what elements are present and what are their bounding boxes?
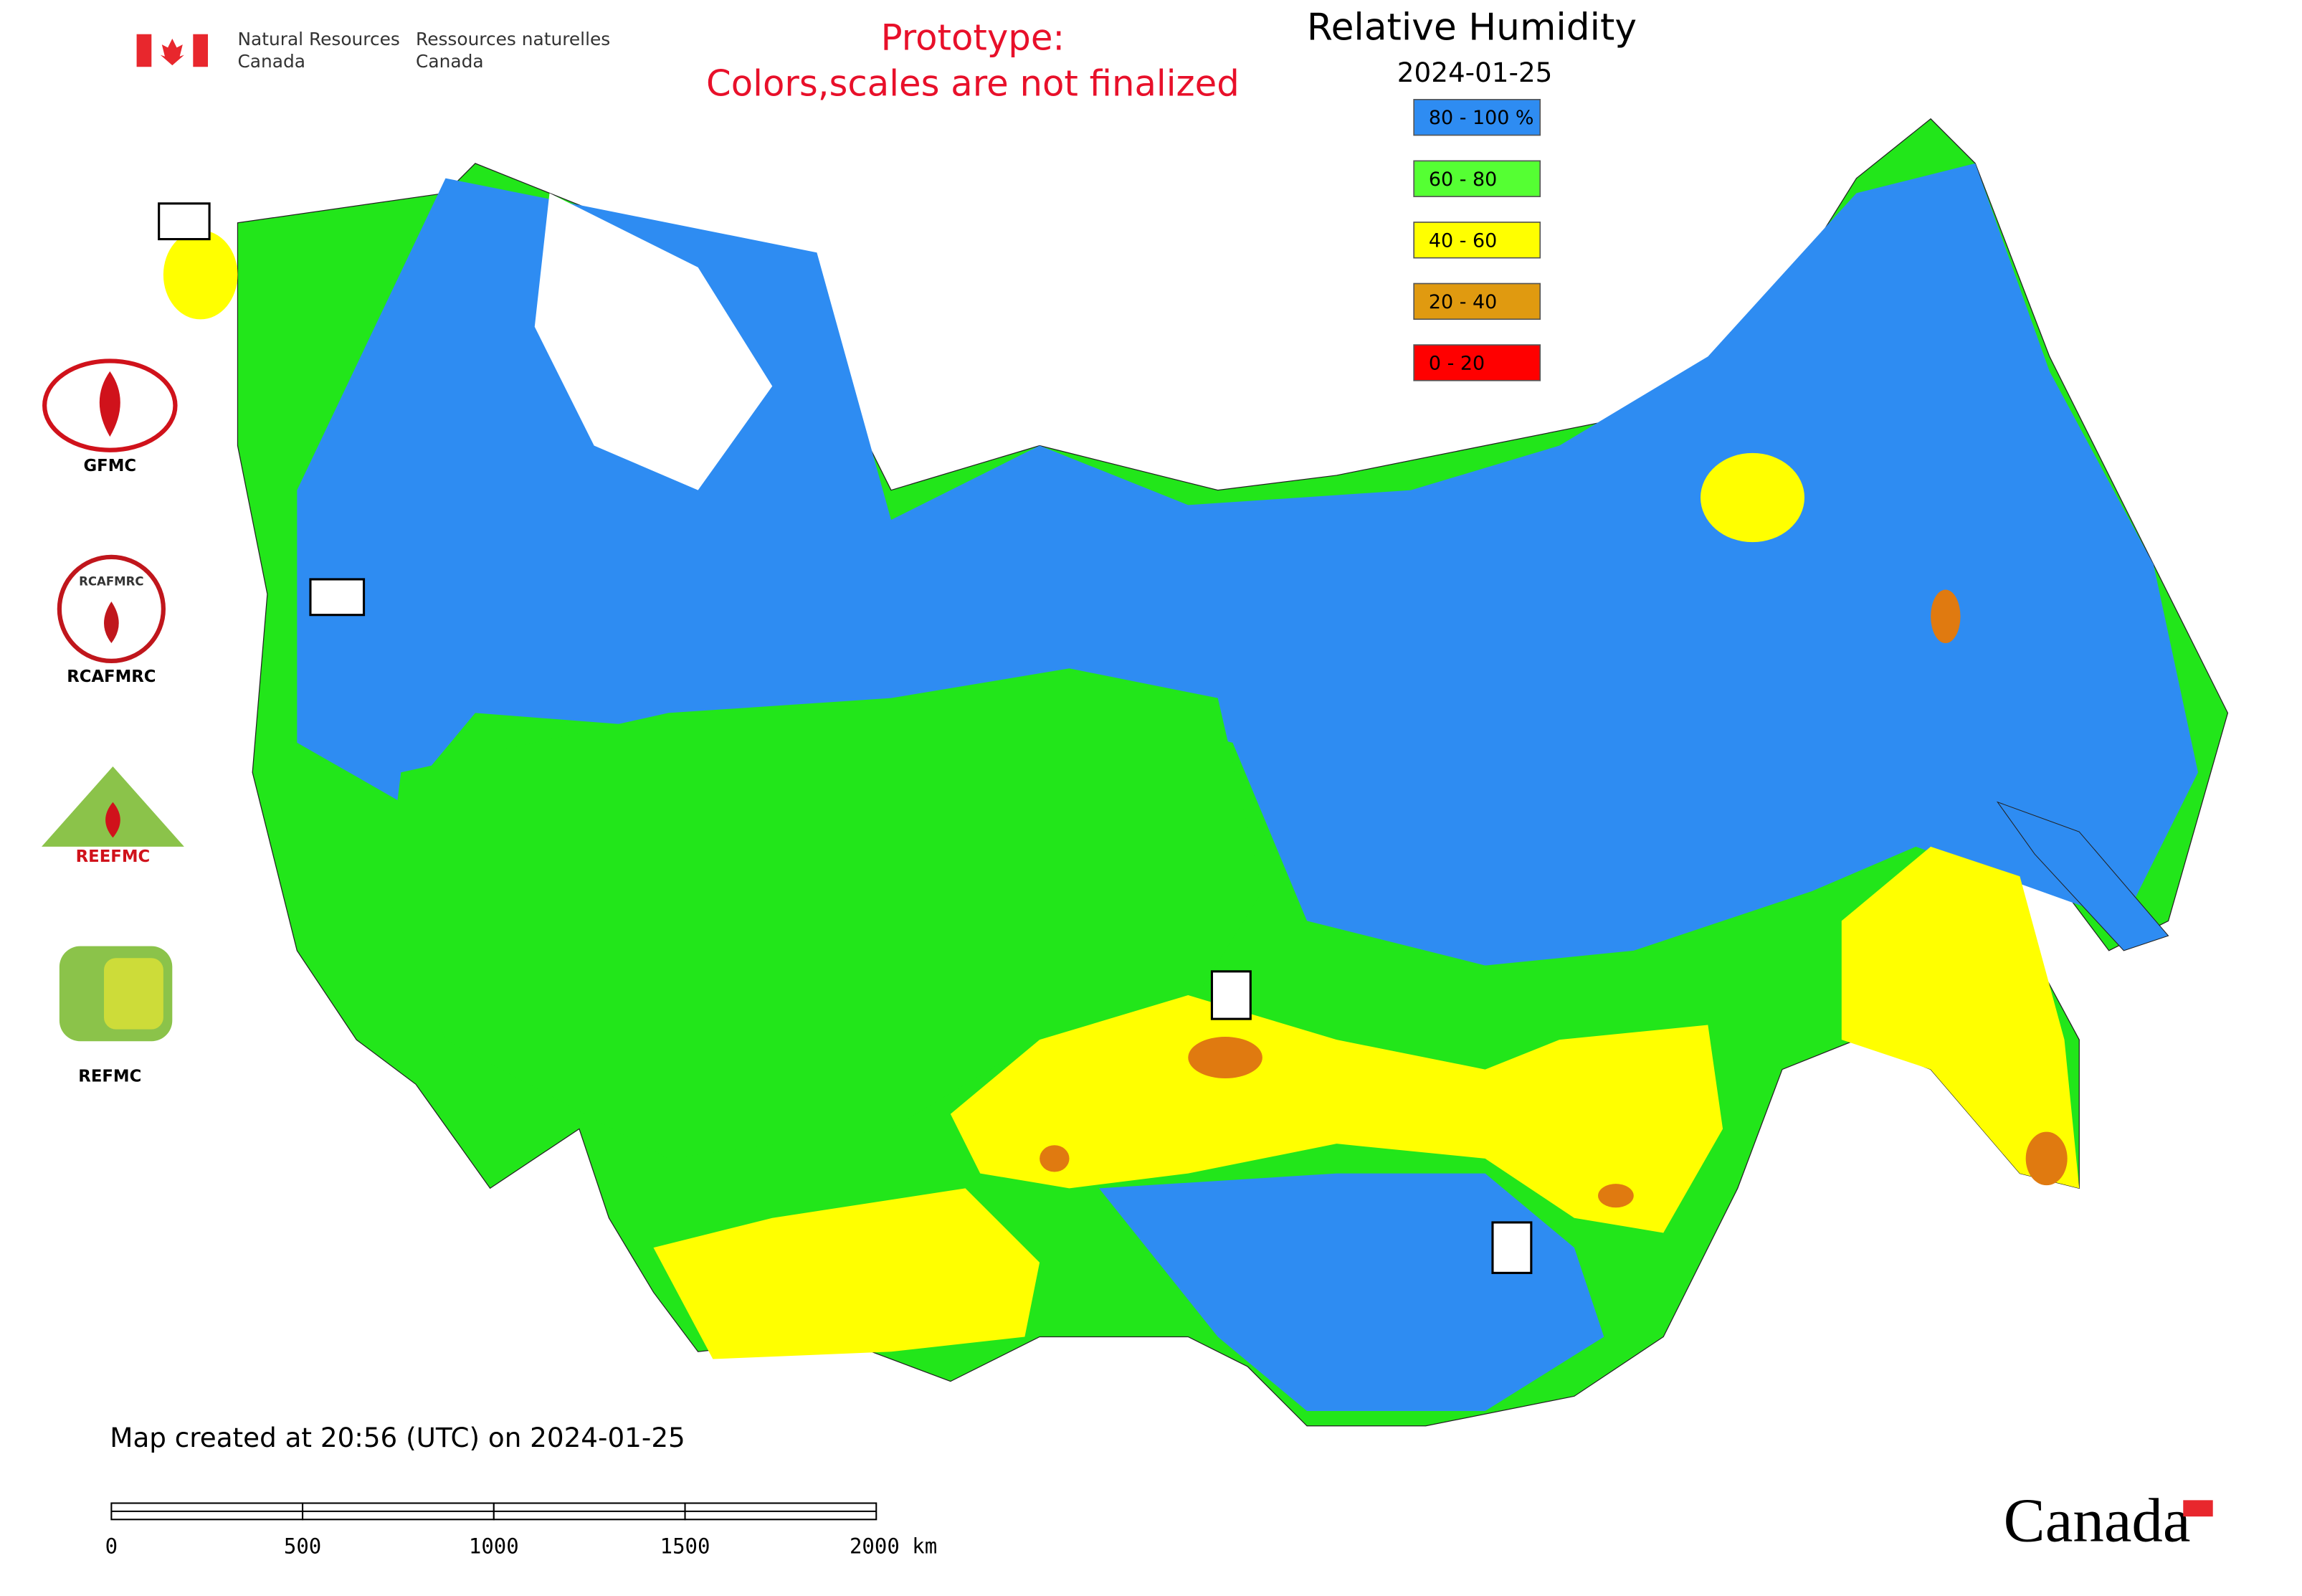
logo-label: REEFMC — [76, 847, 151, 866]
legend-label: 80 - 100 % — [1429, 107, 1534, 129]
scale-bar: 0 500 1000 1500 2000 km — [105, 1502, 937, 1559]
legend-label: 0 - 20 — [1429, 352, 1485, 374]
legend-swatch — [1413, 282, 1541, 320]
legend: 80 - 100 % 60 - 80 40 - 60 20 - 40 0 - 20 — [1413, 98, 1541, 381]
legend-swatch — [1413, 160, 1541, 197]
legend-label: 60 - 80 — [1429, 168, 1497, 191]
agency-en: Canada — [237, 51, 305, 72]
agency-signature: Natural Resources Canada Ressources natu… — [136, 29, 610, 72]
humidity-map — [163, 118, 2229, 1427]
legend-swatch — [1413, 222, 1541, 259]
logos: GFMC RCAFMRC RCAFMRC REEFMC REFMC — [42, 202, 1533, 1274]
agency-fr: Canada — [416, 51, 484, 72]
scale-label: 2000 km — [850, 1534, 937, 1559]
footer-note: Map created at 20:56 (UTC) on 2024-01-25 — [110, 1422, 685, 1453]
scale-label: 1500 — [660, 1534, 710, 1559]
scale-label: 1000 — [469, 1534, 519, 1559]
svg-text:RCAFMRC: RCAFMRC — [79, 575, 143, 589]
agency-fr: Ressources naturelles — [416, 29, 610, 49]
wordmark-flag — [2183, 1500, 2213, 1517]
logo-label: GFMC — [83, 457, 136, 475]
legend-title: Relative Humidity — [1307, 6, 1637, 49]
notice: Prototype: — [881, 16, 1065, 58]
legend-label: 40 - 60 — [1429, 229, 1497, 252]
scale-label: 500 — [284, 1534, 321, 1559]
legend-date: 2024-01-25 — [1397, 57, 1553, 88]
legend-swatch — [1413, 344, 1541, 381]
logo-label: REFMC — [78, 1067, 141, 1086]
wordmark: Canada — [2004, 1486, 2191, 1555]
notice: Colors,scales are not finalized — [706, 63, 1240, 105]
scale-label: 0 — [105, 1534, 118, 1559]
logo-label: RCAFMRC — [67, 668, 156, 686]
legend-swatch — [1413, 98, 1541, 136]
agency-en: Natural Resources — [237, 29, 399, 49]
legend-label: 20 - 40 — [1429, 291, 1497, 313]
